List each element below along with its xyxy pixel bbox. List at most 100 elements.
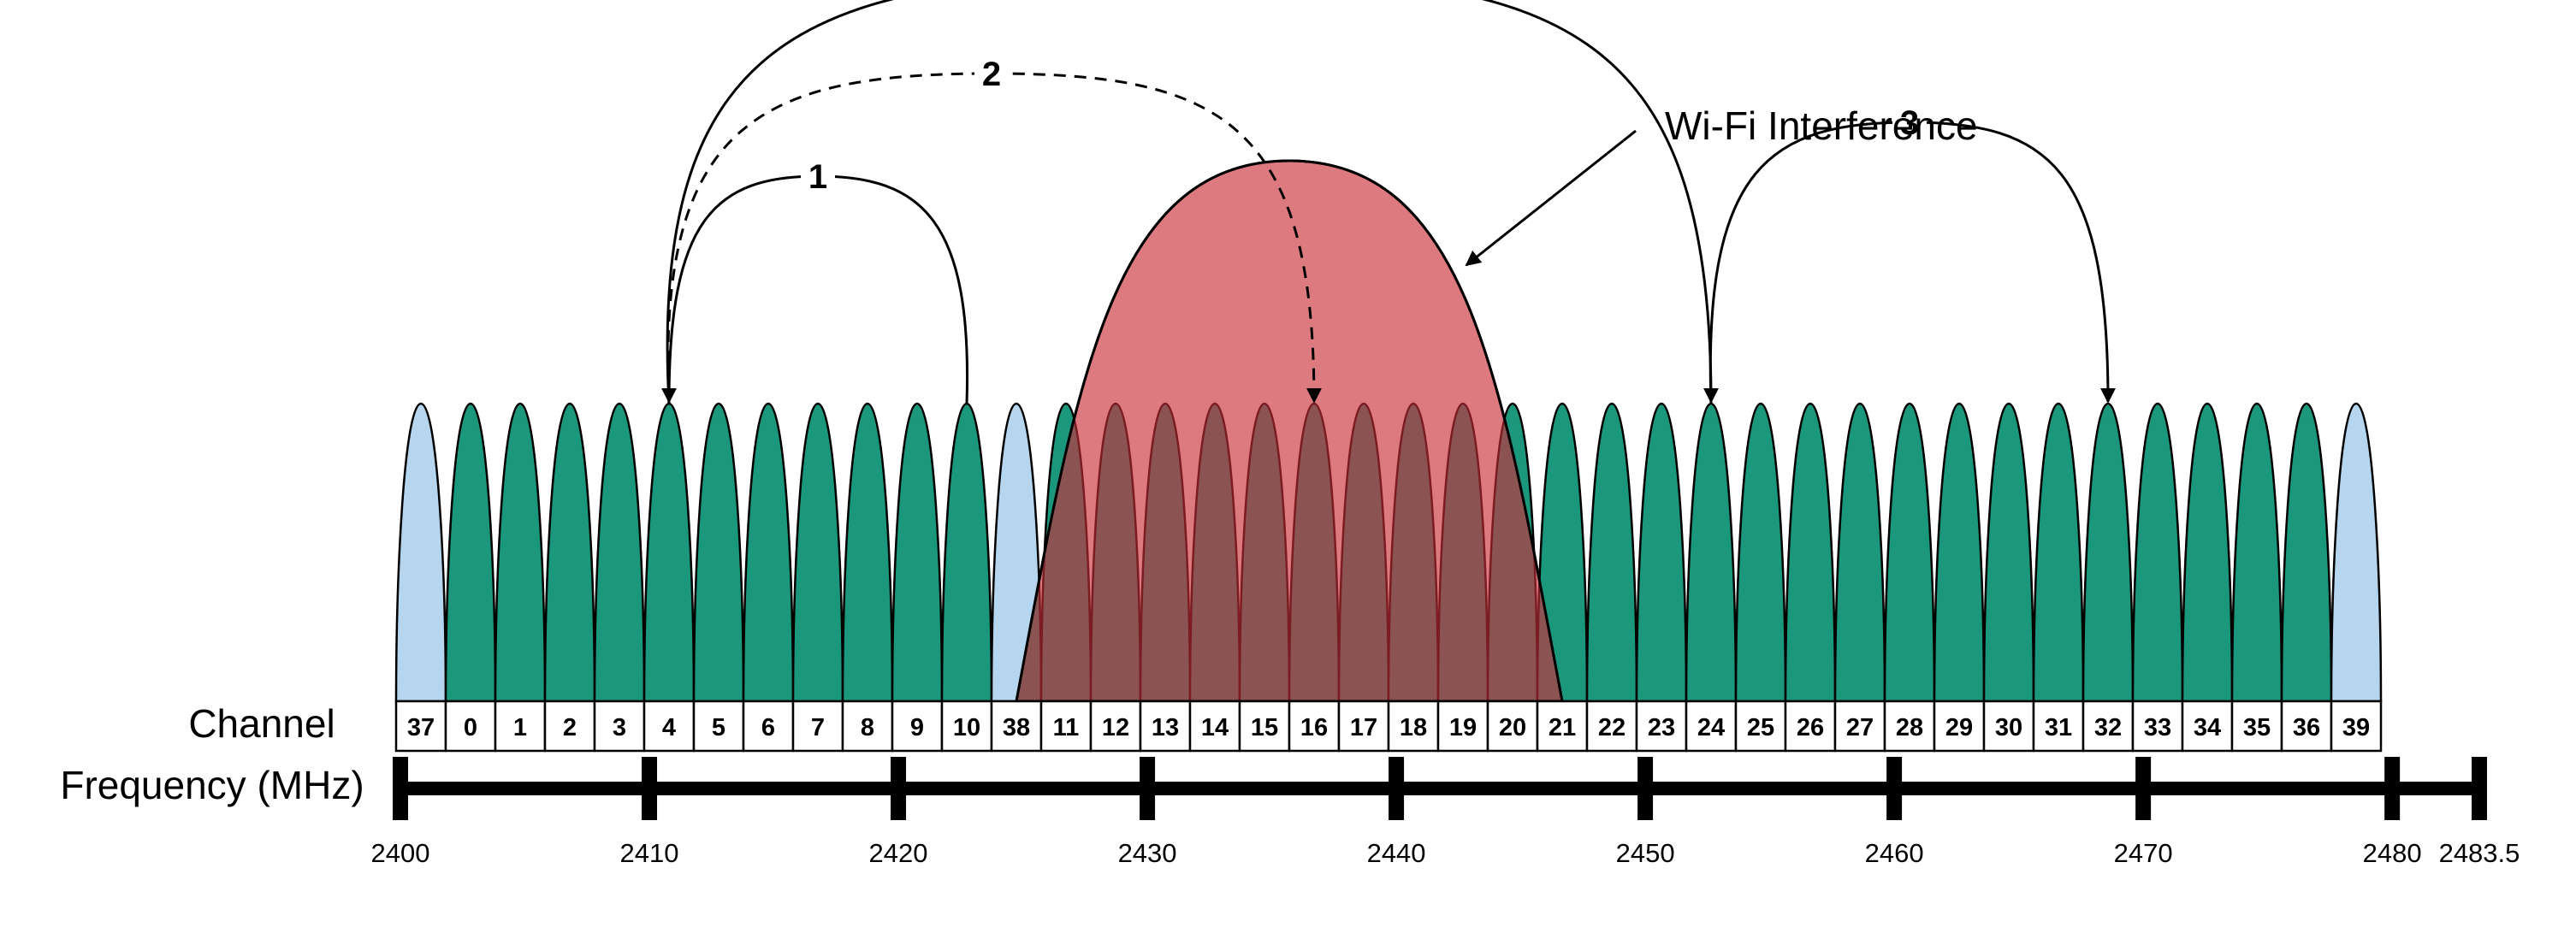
channel-number-31: 31 (2045, 714, 2072, 741)
channel-lobe-21 (1536, 402, 1589, 703)
channel-number-22: 22 (1598, 714, 1626, 741)
channel-cell-37 (394, 700, 447, 753)
frequency-tick-label-2450: 2450 (1616, 838, 1675, 868)
channel-number-10: 10 (953, 714, 980, 741)
channel-lobe-5 (692, 402, 745, 703)
channel-number-28: 28 (1896, 714, 1923, 741)
hop-arrow-3 (666, 0, 1719, 405)
overlap-lobe-12 (1089, 402, 1142, 701)
hop-arrow-2 (666, 72, 1322, 405)
channel-number-26: 26 (1797, 714, 1824, 741)
channel-number-36: 36 (2293, 714, 2320, 741)
frequency-tick-label-2470: 2470 (2114, 838, 2173, 868)
channel-number-6: 6 (761, 714, 775, 741)
frequency-tick-label-2460: 2460 (1865, 838, 1924, 868)
channel-number-7: 7 (811, 714, 825, 741)
overlap-lobe-15 (1238, 402, 1291, 701)
channel-number-32: 32 (2094, 714, 2122, 741)
channel-number-8: 8 (861, 714, 874, 741)
channel-lobe-10 (940, 402, 993, 703)
channel-number-3: 3 (613, 714, 626, 741)
channel-number-15: 15 (1251, 714, 1278, 741)
channel-cell-16 (1288, 700, 1341, 753)
channel-number-9: 9 (910, 714, 924, 741)
overlap-lobe-19 (1436, 402, 1489, 701)
channel-cell-13 (1139, 700, 1192, 753)
channel-cell-35 (2230, 700, 2283, 753)
channel-number-33: 33 (2144, 714, 2171, 741)
channel-lobe-27 (1833, 402, 1886, 703)
wifi-interference-outline (1015, 159, 1564, 703)
frequency-axis-label: Frequency (MHz) (60, 763, 364, 807)
hop-arrows: 1223 (661, 0, 2116, 405)
channel-lobe-4 (643, 402, 696, 703)
frequency-tick-label-2440: 2440 (1367, 838, 1426, 868)
channel-cell-18 (1387, 700, 1440, 753)
channel-lobe-2 (543, 402, 596, 703)
channel-number-39: 39 (2342, 714, 2370, 741)
hop-label-4: 3 (1900, 104, 1919, 142)
channel-number-18: 18 (1400, 714, 1427, 741)
frequency-tick-label-2480: 2480 (2363, 838, 2422, 868)
channel-number-row: 37 0 1 2 3 4 5 6 7 8 9 10 38 11 12 13 14 15 16 17 18 19 20 21 22… (394, 700, 2383, 753)
channel-lobe-37 (394, 402, 447, 703)
channel-number-14: 14 (1201, 714, 1229, 741)
channel-lobe-3 (593, 402, 646, 703)
channel-cell-15 (1238, 700, 1291, 753)
channel-cell-29 (1933, 700, 1986, 753)
channel-number-38: 38 (1003, 714, 1030, 741)
channel-number-25: 25 (1747, 714, 1774, 741)
hop-label-1: 1 (808, 158, 827, 196)
channel-number-23: 23 (1648, 714, 1675, 741)
channel-number-13: 13 (1152, 714, 1179, 741)
channel-lobe-23 (1635, 402, 1688, 703)
channel-cell-19 (1436, 700, 1489, 753)
channel-cell-32 (2082, 700, 2135, 753)
channel-number-19: 19 (1449, 714, 1477, 741)
frequency-tick-label-2410: 2410 (620, 838, 679, 868)
channel-lobe-36 (2280, 402, 2333, 703)
channel-lobe-6 (742, 402, 795, 703)
overlap-lobe-16 (1288, 402, 1341, 701)
channel-lobe-25 (1734, 402, 1787, 703)
channel-lobe-0 (444, 402, 497, 703)
wifi-pointer-arrow (1465, 129, 1637, 267)
channel-axis-label: Channel (188, 701, 335, 746)
channel-number-30: 30 (1995, 714, 2022, 741)
channel-lobe-30 (1982, 402, 2035, 703)
hop-label-2: 2 (982, 56, 1001, 93)
channel-number-16: 16 (1300, 714, 1328, 741)
frequency-tick-label-2420: 2420 (869, 838, 928, 868)
channel-lobe-9 (891, 402, 944, 703)
channel-number-21: 21 (1549, 714, 1576, 741)
channel-cell-11 (1039, 700, 1093, 753)
frequency-tick-label-2400: 2400 (371, 838, 430, 868)
overlap-lobe-17 (1337, 402, 1390, 701)
channel-lobe-22 (1585, 402, 1638, 703)
channel-number-5: 5 (712, 714, 725, 741)
channel-lobe-34 (2181, 402, 2234, 703)
channel-lobe-32 (2082, 402, 2135, 703)
channel-cell-38 (990, 700, 1043, 753)
channel-cell-9 (891, 700, 944, 753)
overlap-lobe-13 (1139, 402, 1192, 701)
channel-lobe-24 (1685, 402, 1738, 703)
channel-number-0: 0 (464, 714, 477, 741)
channel-cell-24 (1685, 700, 1738, 753)
channel-cell-31 (2032, 700, 2085, 753)
channel-lobe-28 (1883, 402, 1936, 703)
channel-cell-20 (1486, 700, 1539, 753)
channel-number-34: 34 (2194, 714, 2221, 741)
channel-number-17: 17 (1350, 714, 1377, 741)
channel-lobe-26 (1784, 402, 1837, 703)
channel-lobe-29 (1933, 402, 1986, 703)
hop-arrow-4 (1708, 121, 2116, 405)
channel-lobe-33 (2131, 402, 2184, 703)
frequency-axis: 2400 2410 2420 2430 2440 2450 2460 2470 2480 2483… (371, 757, 2520, 868)
frequency-tick-label-2483.5: 2483.5 (2439, 838, 2520, 868)
hop-label-bg-2 (974, 53, 1009, 92)
hop-arrow-1 (661, 174, 969, 405)
channel-cell-26 (1784, 700, 1837, 753)
